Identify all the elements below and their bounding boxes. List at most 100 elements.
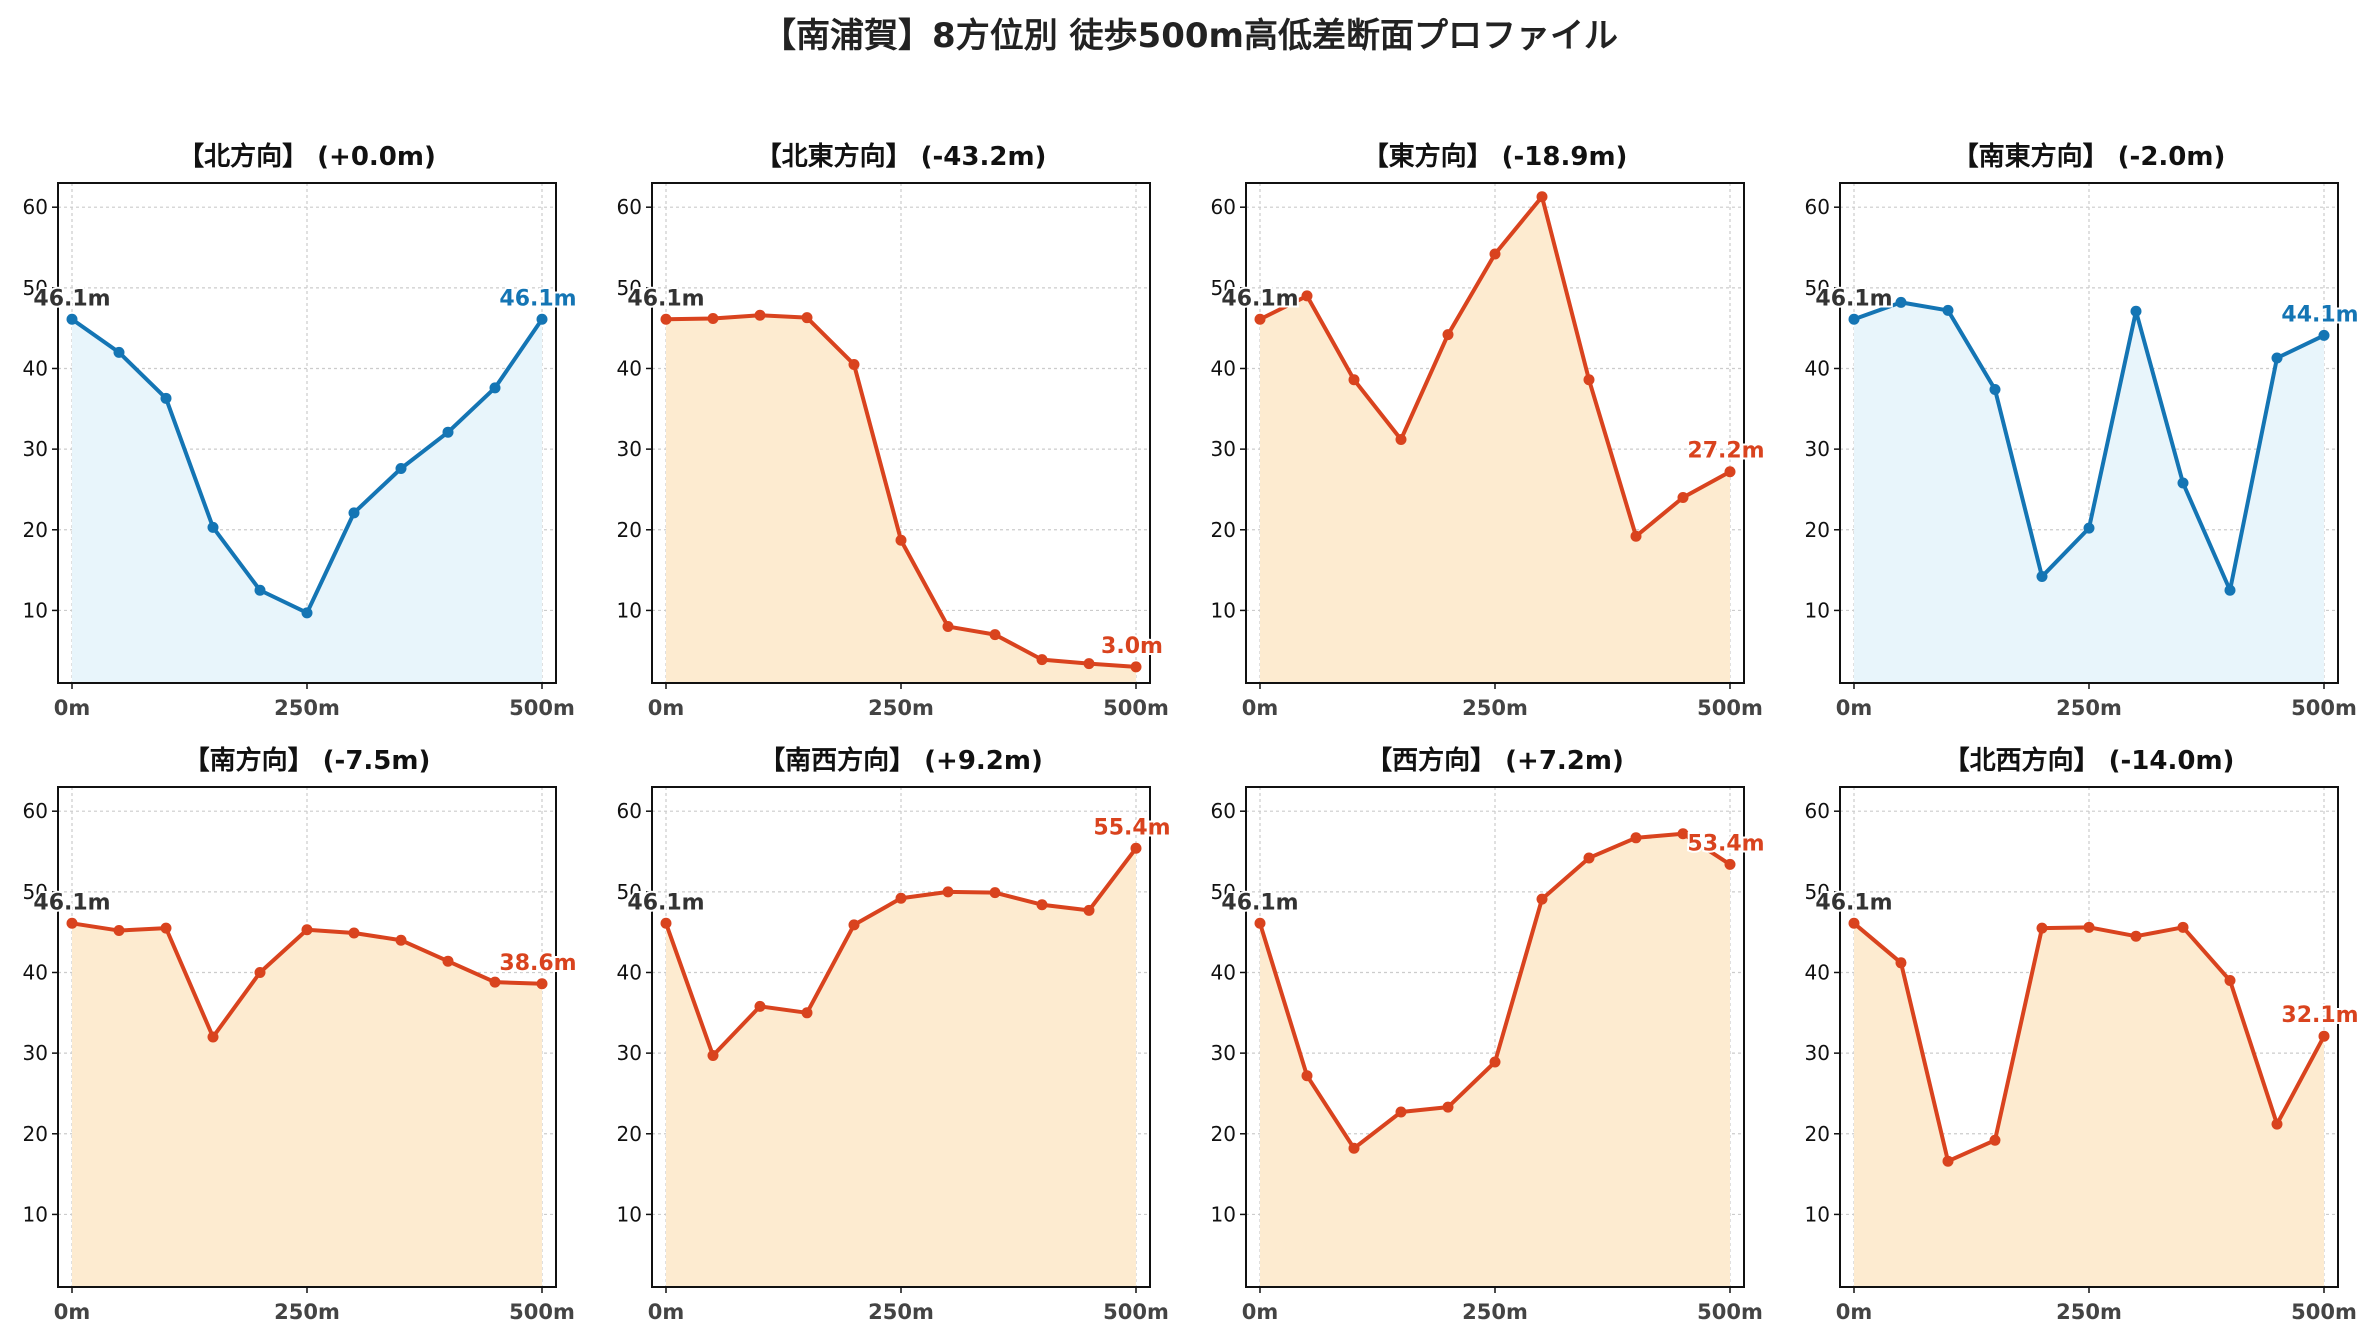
- start-value-label: 46.1m: [1815, 286, 1892, 311]
- data-point: [1848, 917, 1860, 929]
- x-tick-label: 500m: [509, 1300, 575, 1324]
- data-point: [1848, 313, 1860, 325]
- x-tick-label: 250m: [2056, 696, 2122, 720]
- y-tick-label: 30: [1211, 1041, 1236, 1065]
- y-tick-label: 60: [617, 799, 642, 823]
- area-fill: [1260, 833, 1730, 1287]
- area-fill: [1854, 302, 2324, 683]
- subplot-title: 【南方向】 (-7.5m): [184, 745, 431, 776]
- data-point: [942, 621, 954, 633]
- data-point: [113, 925, 125, 937]
- subplot-7: 【西方向】 (+7.2m) 10 20 30 40 50 60 0m 250m 500m 46.1m…: [1211, 745, 1767, 1324]
- y-tick-label: 60: [23, 799, 48, 823]
- x-tick-label: 500m: [1697, 696, 1763, 720]
- x-tick-label: 0m: [648, 696, 685, 720]
- x-tick-label: 500m: [2291, 1300, 2357, 1324]
- y-tick-label: 50: [1211, 276, 1236, 300]
- y-tick-label: 10: [1211, 1202, 1236, 1226]
- x-tick-label: 250m: [274, 1300, 340, 1324]
- y-tick-label: 30: [617, 1041, 642, 1065]
- data-point: [660, 917, 672, 929]
- data-point: [2318, 1030, 2330, 1042]
- y-tick-label: 50: [1211, 880, 1236, 904]
- x-tick-label: 500m: [2291, 696, 2357, 720]
- area-fill: [72, 923, 542, 1287]
- data-point: [160, 392, 172, 404]
- data-point: [1489, 1056, 1501, 1068]
- subplot-title: 【西方向】 (+7.2m): [1366, 745, 1624, 776]
- data-point: [989, 629, 1001, 641]
- y-tick-label: 20: [617, 518, 642, 542]
- data-point: [1301, 290, 1313, 302]
- area-fill: [666, 848, 1136, 1287]
- y-tick-label: 20: [23, 1122, 48, 1146]
- data-point: [489, 976, 501, 988]
- data-point: [536, 978, 548, 990]
- data-point: [1724, 466, 1736, 478]
- y-tick-label: 40: [23, 960, 48, 984]
- data-point: [801, 1007, 813, 1019]
- x-tick-label: 250m: [274, 696, 340, 720]
- y-tick-label: 40: [617, 356, 642, 380]
- subplot-1: 【北方向】 (+0.0m) 10 20 30 40 50 60 0m 250m 500m 46.1m…: [23, 141, 579, 720]
- subplot-title: 【北東方向】 (-43.2m): [756, 141, 1047, 172]
- data-point: [1583, 374, 1595, 386]
- data-point: [2083, 522, 2095, 534]
- data-point: [301, 607, 313, 619]
- data-point: [1536, 893, 1548, 905]
- data-point: [1989, 383, 2001, 395]
- data-point: [254, 584, 266, 596]
- data-point: [1677, 492, 1689, 504]
- x-tick-label: 250m: [868, 696, 934, 720]
- y-tick-label: 50: [1805, 276, 1830, 300]
- x-tick-label: 500m: [1103, 696, 1169, 720]
- data-point: [348, 927, 360, 939]
- y-tick-label: 60: [1805, 799, 1830, 823]
- y-tick-label: 20: [1211, 1122, 1236, 1146]
- subplot-title: 【南東方向】 (-2.0m): [1953, 141, 2226, 172]
- start-value-label: 46.1m: [33, 890, 110, 915]
- subplot-4: 【南東方向】 (-2.0m) 10 20 30 40 50 60 0m 250m 500m 46.1…: [1805, 141, 2361, 720]
- data-point: [254, 966, 266, 978]
- data-point: [301, 924, 313, 936]
- y-tick-label: 60: [1211, 195, 1236, 219]
- data-point: [2036, 571, 2048, 583]
- subplot-3: 【東方向】 (-18.9m) 10 20 30 40 50 60 0m 250m 500m 46.1…: [1211, 141, 1767, 720]
- data-point: [754, 1000, 766, 1012]
- y-tick-label: 10: [23, 598, 48, 622]
- y-tick-label: 20: [1805, 1122, 1830, 1146]
- y-tick-label: 30: [1805, 1041, 1830, 1065]
- data-point: [1442, 329, 1454, 341]
- start-value-label: 46.1m: [33, 286, 110, 311]
- y-tick-label: 40: [617, 960, 642, 984]
- x-tick-label: 250m: [1462, 696, 1528, 720]
- y-tick-label: 30: [1805, 437, 1830, 461]
- end-value-label: 44.1m: [2281, 302, 2358, 327]
- y-tick-label: 10: [617, 1202, 642, 1226]
- data-point: [489, 382, 501, 394]
- y-tick-label: 10: [617, 598, 642, 622]
- data-point: [660, 313, 672, 325]
- x-tick-label: 250m: [868, 1300, 934, 1324]
- y-tick-label: 40: [1805, 356, 1830, 380]
- data-point: [1942, 304, 1954, 316]
- y-tick-label: 20: [617, 1122, 642, 1146]
- data-point: [207, 521, 219, 533]
- data-point: [442, 955, 454, 967]
- data-point: [895, 534, 907, 546]
- data-point: [1536, 191, 1548, 203]
- x-tick-label: 0m: [1242, 696, 1279, 720]
- start-value-label: 46.1m: [1815, 890, 1892, 915]
- y-tick-label: 60: [23, 195, 48, 219]
- y-tick-label: 60: [617, 195, 642, 219]
- y-tick-label: 60: [1211, 799, 1236, 823]
- subplot-6: 【南西方向】 (+9.2m) 10 20 30 40 50 60 0m 250m 500m 46.1…: [617, 745, 1173, 1324]
- y-tick-label: 40: [1805, 960, 1830, 984]
- x-tick-label: 0m: [1836, 696, 1873, 720]
- data-point: [1130, 842, 1142, 854]
- x-tick-label: 250m: [1462, 1300, 1528, 1324]
- y-tick-label: 30: [1211, 437, 1236, 461]
- area-fill: [72, 319, 542, 683]
- end-value-label: 32.1m: [2281, 1003, 2358, 1028]
- data-point: [66, 313, 78, 325]
